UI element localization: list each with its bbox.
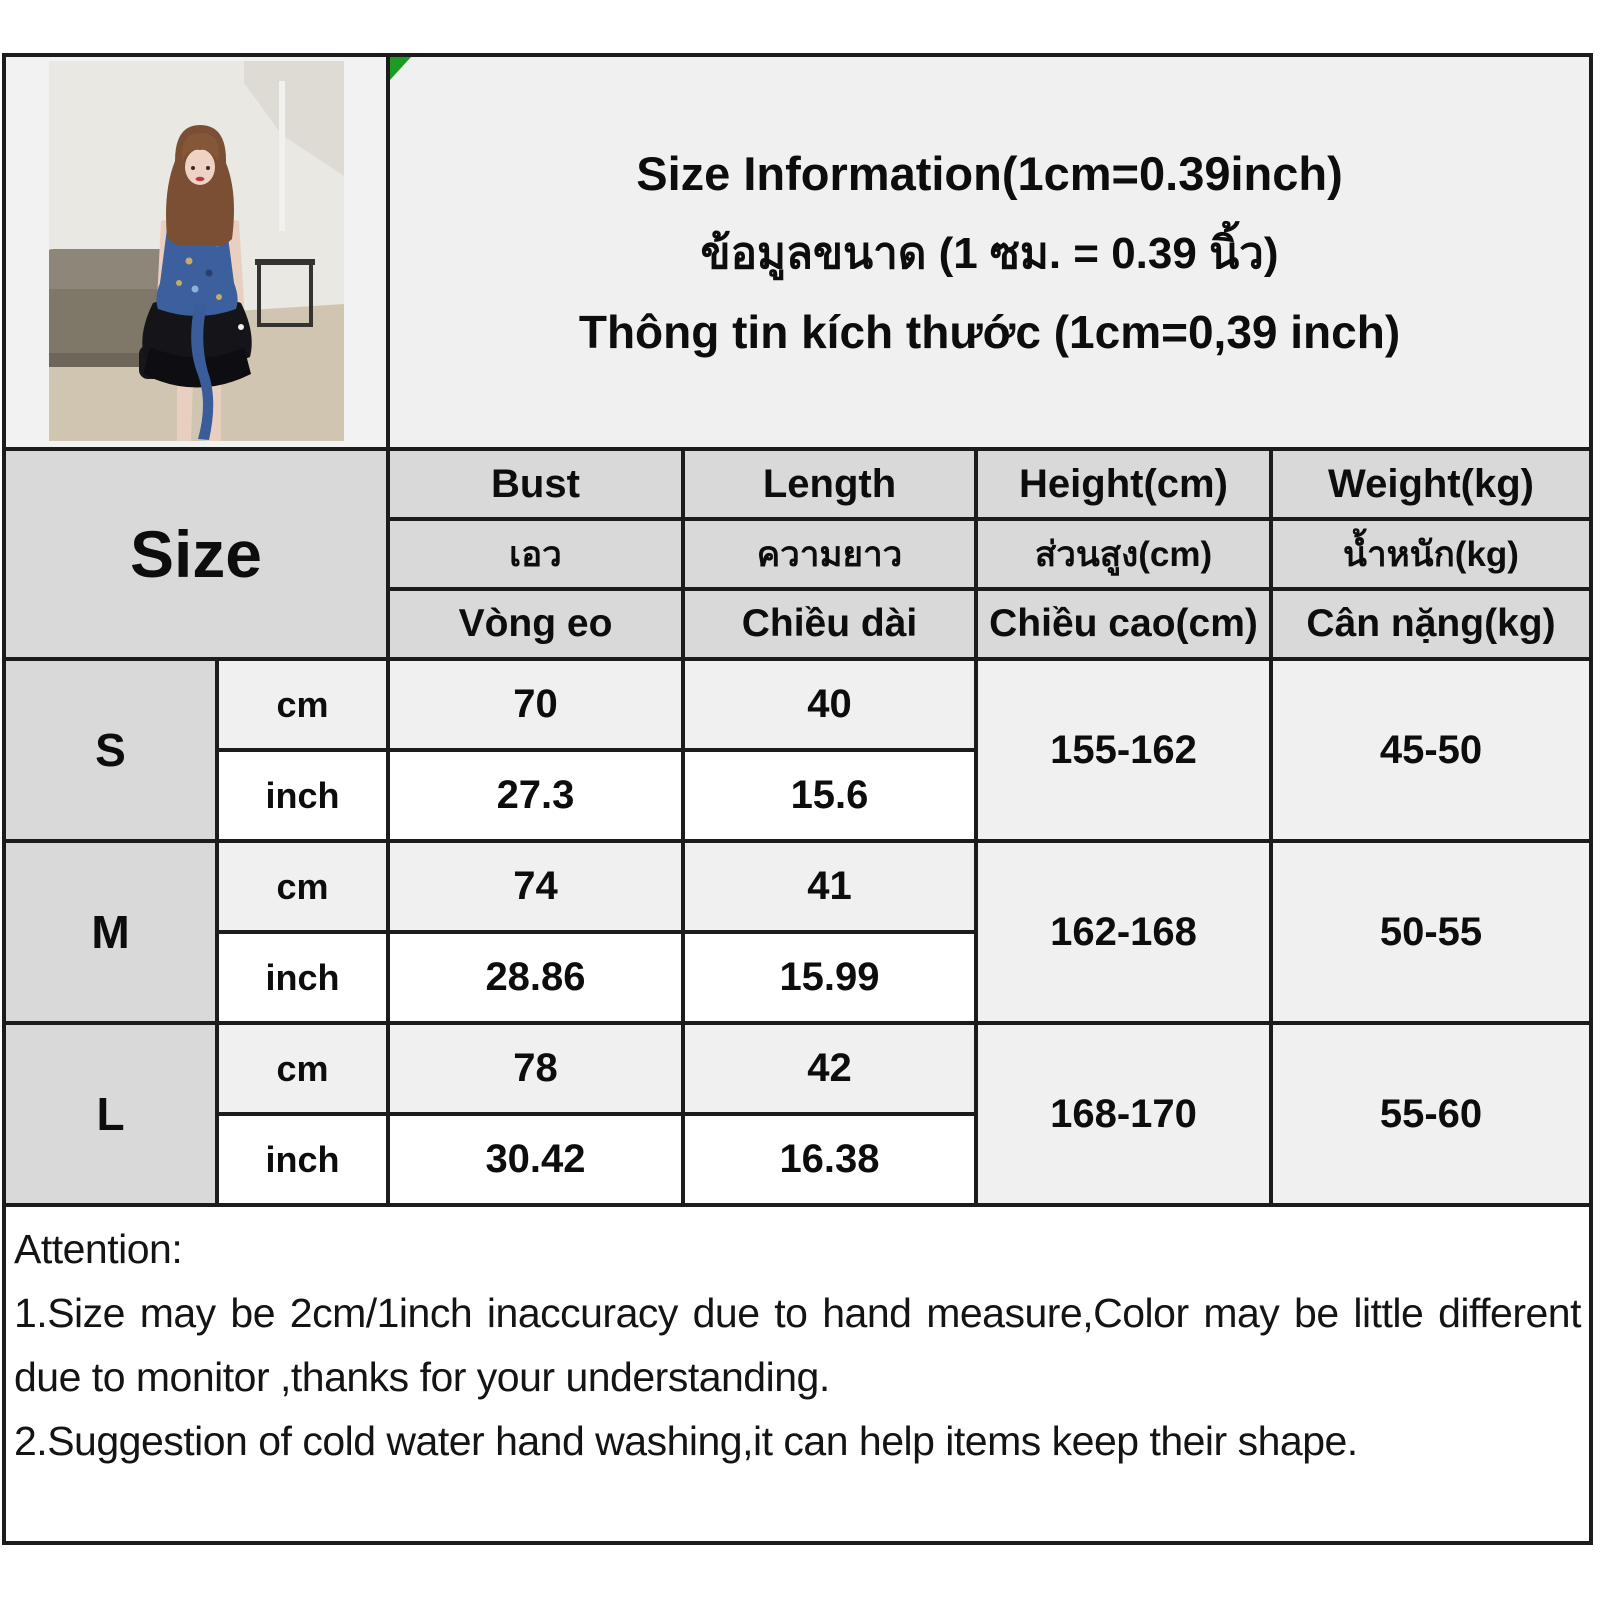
header-weight-en: Weight(kg)	[1273, 451, 1589, 517]
attention-heading: Attention:	[14, 1226, 183, 1272]
title-thai: ข้อมูลขนาด (1 ซม. = 0.39 นิ้ว)	[700, 228, 1279, 278]
s-weight: 45-50	[1273, 661, 1589, 839]
header-bust-en: Bust	[390, 451, 681, 517]
m-length-inch: 15.99	[685, 934, 974, 1021]
unit-inch-m: inch	[219, 934, 386, 1021]
product-photo	[48, 61, 344, 441]
title-english: Size Information(1cm=0.39inch)	[636, 146, 1343, 200]
s-bust-cm: 70	[390, 661, 681, 748]
unit-inch-s: inch	[219, 752, 386, 839]
header-height-en: Height(cm)	[978, 451, 1269, 517]
header-bust-th: เอว	[390, 521, 681, 587]
size-s-label: S	[6, 661, 215, 839]
size-chart-frame: Size Information(1cm=0.39inch) ข้อมูลขนา…	[2, 53, 1593, 1545]
attention-item-2: 2.Suggestion of cold water hand washing,…	[14, 1418, 1358, 1464]
header-weight-th: น้ำหนัก(kg)	[1273, 521, 1589, 587]
l-height: 168-170	[978, 1025, 1269, 1203]
header-height-th: ส่วนสูง(cm)	[978, 521, 1269, 587]
s-bust-inch: 27.3	[390, 752, 681, 839]
s-height: 155-162	[978, 661, 1269, 839]
header-length-th: ความยาว	[685, 521, 974, 587]
product-photo-cell	[6, 57, 386, 447]
m-weight: 50-55	[1273, 843, 1589, 1021]
m-bust-inch: 28.86	[390, 934, 681, 1021]
title-vietnamese: Thông tin kích thước (1cm=0,39 inch)	[578, 305, 1401, 358]
size-l-label: L	[6, 1025, 215, 1203]
m-length-cm: 41	[685, 843, 974, 930]
attention-item-1: 1.Size may be 2cm/1inch inaccuracy due t…	[14, 1290, 1582, 1400]
l-weight: 55-60	[1273, 1025, 1589, 1203]
m-height: 162-168	[978, 843, 1269, 1021]
size-table: Size Bust Length Height(cm) Weight(kg) เ…	[6, 451, 1589, 1203]
unit-cm-s: cm	[219, 661, 386, 748]
size-header-cell: Size	[6, 451, 386, 657]
l-bust-cm: 78	[390, 1025, 681, 1112]
l-bust-inch: 30.42	[390, 1116, 681, 1203]
attention-section: Attention: 1.Size may be 2cm/1inch inacc…	[6, 1207, 1589, 1541]
unit-inch-l: inch	[219, 1116, 386, 1203]
unit-cm-l: cm	[219, 1025, 386, 1112]
size-m-label: M	[6, 843, 215, 1021]
top-row: Size Information(1cm=0.39inch) ข้อมูลขนา…	[6, 57, 1589, 447]
title-cell: Size Information(1cm=0.39inch) ข้อมูลขนา…	[390, 57, 1589, 447]
header-height-vi: Chiều cao(cm)	[978, 591, 1269, 657]
header-bust-vi: Vòng eo	[390, 591, 681, 657]
m-bust-cm: 74	[390, 843, 681, 930]
header-weight-vi: Cân nặng(kg)	[1273, 591, 1589, 657]
unit-cm-m: cm	[219, 843, 386, 930]
l-length-inch: 16.38	[685, 1116, 974, 1203]
s-length-inch: 15.6	[685, 752, 974, 839]
header-length-en: Length	[685, 451, 974, 517]
header-length-vi: Chiều dài	[685, 591, 974, 657]
green-corner-marker	[390, 57, 411, 80]
l-length-cm: 42	[685, 1025, 974, 1112]
s-length-cm: 40	[685, 661, 974, 748]
